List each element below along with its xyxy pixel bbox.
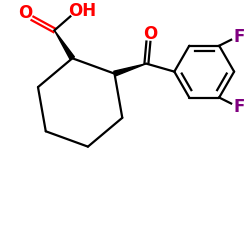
Text: F: F: [234, 28, 245, 46]
Polygon shape: [114, 64, 146, 76]
Polygon shape: [54, 30, 74, 60]
Text: O: O: [143, 25, 158, 43]
Text: OH: OH: [68, 2, 96, 21]
Text: O: O: [18, 4, 32, 22]
Text: F: F: [234, 98, 245, 116]
